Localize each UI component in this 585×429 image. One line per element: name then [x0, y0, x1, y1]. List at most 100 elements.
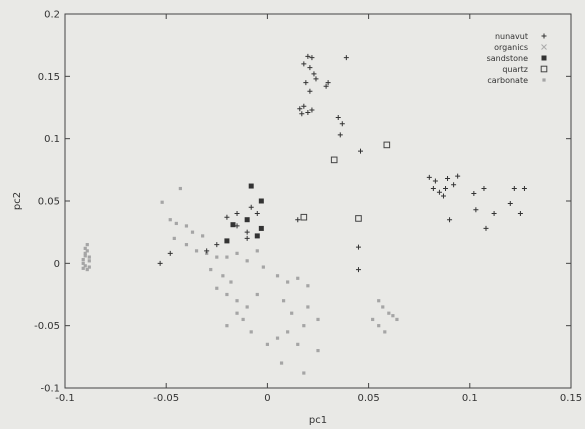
x-axis-title: pc1: [309, 415, 327, 425]
carbonate-point: [316, 349, 320, 353]
nunavut-point: [511, 186, 517, 192]
nunavut-point: [507, 200, 513, 206]
legend-label-quartz: quartz: [502, 65, 528, 74]
data-points: [81, 53, 527, 375]
nunavut-point: [305, 109, 311, 115]
y-tick-label: -0.1: [40, 384, 60, 395]
nunavut-point: [204, 248, 210, 254]
quartz-point: [300, 213, 308, 221]
carbonate-point: [160, 200, 164, 204]
carbonate-point: [286, 330, 290, 334]
carbonate-point: [296, 276, 300, 280]
nunavut-point: [337, 132, 343, 138]
carbonate-point: [296, 342, 300, 346]
carbonate-point: [381, 305, 385, 309]
carbonate-point: [85, 267, 89, 272]
nunavut-point: [339, 121, 345, 127]
nunavut-point: [426, 174, 432, 180]
carbonate-point: [302, 324, 306, 328]
carbonate-point: [184, 243, 189, 247]
carbonate-point: [306, 305, 310, 309]
y-tick-label: 0.1: [44, 134, 60, 145]
carbonate-point: [81, 261, 85, 265]
nunavut-point: [234, 210, 240, 216]
carbonate-point: [87, 255, 91, 259]
y-tick-label: 0.2: [44, 10, 60, 21]
nunavut-point: [491, 210, 497, 216]
y-tick-label: 0.05: [38, 197, 60, 208]
nunavut-point: [305, 53, 311, 59]
carbonate-point: [245, 259, 249, 263]
y-axis-title: pc2: [12, 192, 23, 210]
sandstone-point: [254, 233, 260, 239]
nunavut-point: [447, 217, 453, 223]
nunavut-point: [309, 55, 315, 61]
carbonate-point: [190, 230, 195, 234]
nunavut-point: [343, 55, 349, 61]
carbonate-point: [235, 299, 239, 303]
carbonate-point: [81, 257, 85, 262]
carbonate-point: [172, 236, 176, 240]
nunavut-point: [307, 88, 313, 94]
nunavut-point: [244, 235, 250, 241]
carbonate-point: [201, 234, 205, 238]
carbonate-point: [83, 264, 87, 268]
carbonate-point: [265, 342, 269, 346]
carbonate-point: [225, 324, 229, 328]
quartz-point: [330, 156, 338, 164]
carbonate-point: [87, 259, 91, 263]
sandstone-point: [244, 217, 250, 223]
carbonate-point: [83, 246, 87, 250]
axis-ticks: -0.1 -0.05 0 0.05 0.1 0.15 0.2 0.15 0.1 0.05 0 -0.0…: [34, 10, 582, 405]
nunavut-point: [483, 225, 489, 231]
carbonate-point: [377, 324, 381, 328]
legend-marker-nunavut: [541, 33, 547, 39]
carbonate-point: [383, 330, 387, 334]
carbonate-point: [306, 284, 310, 288]
nunavut-point: [355, 267, 361, 273]
nunavut-point: [335, 114, 341, 120]
legend-marker-quartz: [540, 65, 548, 73]
nunavut-point: [157, 260, 163, 266]
sandstone-point: [258, 198, 264, 204]
carbonate-point: [83, 254, 87, 258]
nunavut-point: [307, 65, 313, 71]
carbonate-point: [245, 305, 249, 309]
carbonate-point: [290, 311, 294, 315]
quartz-point: [355, 215, 362, 222]
carbonate-point: [377, 299, 381, 303]
y-tick-label: 0: [54, 259, 60, 270]
carbonate-point: [279, 361, 284, 365]
nunavut-point: [432, 178, 438, 184]
nunavut-point: [301, 61, 307, 67]
carbonate-point: [229, 280, 233, 284]
carbonate-point: [168, 218, 172, 222]
nunavut-point: [358, 148, 364, 154]
carbonate-point: [316, 317, 320, 322]
x-tick-label: -0.05: [153, 393, 179, 404]
carbonate-point: [286, 280, 290, 284]
legend-label-organics: organics: [494, 43, 528, 52]
x-tick-label: 0.05: [357, 393, 379, 404]
carbonate-point: [81, 266, 85, 270]
legend-marker-carbonate: [542, 78, 546, 82]
sandstone-point: [230, 222, 236, 228]
x-tick-label: -0.1: [55, 393, 75, 404]
nunavut-point: [244, 229, 250, 235]
carbonate-point: [387, 311, 391, 315]
legend: nunavut organics sandstone quartz carbonate: [487, 32, 548, 85]
carbonate-point: [391, 314, 395, 318]
carbonate-point: [85, 249, 89, 253]
carbonate-point: [83, 251, 87, 255]
carbonate-point: [225, 292, 229, 297]
carbonate-point: [194, 249, 199, 253]
nunavut-point: [214, 242, 220, 248]
nunavut-point: [309, 107, 315, 113]
nunavut-point: [436, 189, 442, 195]
nunavut-point: [224, 214, 230, 220]
nunavut-point: [313, 76, 319, 82]
carbonate-point: [255, 292, 259, 297]
nunavut-point: [311, 71, 317, 77]
